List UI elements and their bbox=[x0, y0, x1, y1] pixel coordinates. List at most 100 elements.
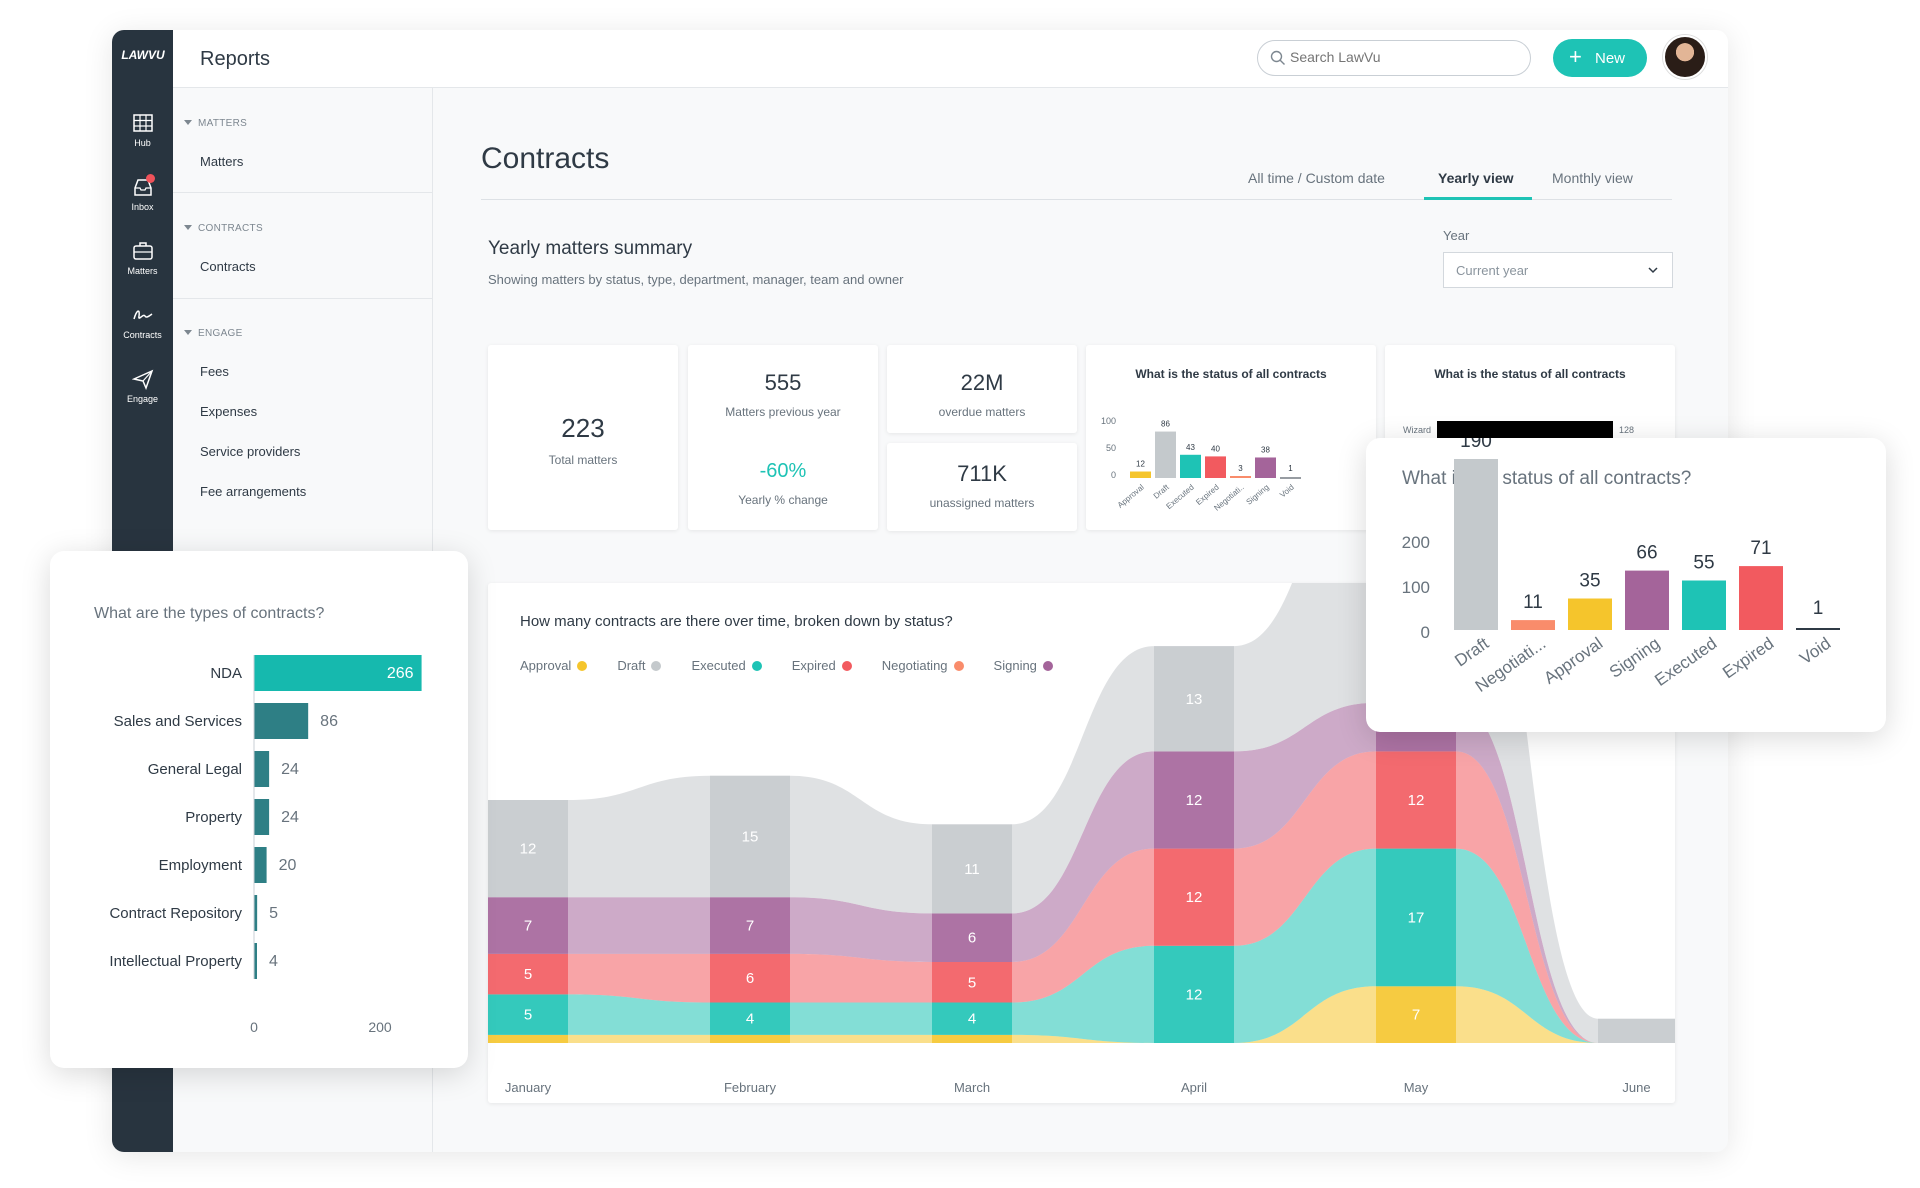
rail-label-engage: Engage bbox=[126, 394, 159, 404]
legend-item[interactable]: Approval bbox=[520, 658, 588, 673]
flow-ribbon bbox=[1456, 702, 1598, 1043]
flow-block bbox=[1376, 986, 1456, 1043]
legend-label: Executed bbox=[691, 658, 746, 673]
status-float-card: What is the status of all contracts? 200… bbox=[1366, 438, 1886, 732]
y-tick-label: 0 bbox=[1421, 623, 1430, 642]
subnav-item-service-providers[interactable]: Service providers bbox=[200, 444, 301, 459]
data-label: 40 bbox=[1211, 444, 1220, 453]
kpi-total-matters: 223 Total matters bbox=[488, 345, 678, 530]
summary-title: Yearly matters summary bbox=[488, 238, 693, 259]
flow-value-label: 12 bbox=[1408, 792, 1425, 809]
flow-value-label: 5 bbox=[524, 1007, 532, 1024]
flow-block bbox=[1154, 848, 1234, 946]
rail-item-matters[interactable]: Matters bbox=[112, 240, 173, 276]
flow-block bbox=[710, 897, 790, 954]
subnav-heading-label: ENGAGE bbox=[198, 328, 243, 339]
types-float-title: What are the types of contracts? bbox=[94, 605, 325, 622]
rail-label-inbox: Inbox bbox=[131, 202, 154, 212]
summary-subtitle: Showing matters by status, type, departm… bbox=[488, 272, 904, 287]
data-label: 20 bbox=[279, 857, 297, 874]
x-tick-label: March bbox=[954, 1080, 990, 1095]
flow-ribbon bbox=[790, 1034, 932, 1043]
data-label: 11 bbox=[1523, 592, 1543, 613]
y-tick-label: 100 bbox=[1402, 578, 1430, 597]
subnav-item-contracts[interactable]: Contracts bbox=[200, 259, 256, 274]
y-tick-label: Wizard bbox=[1403, 425, 1431, 435]
flow-ribbon bbox=[1234, 986, 1376, 1043]
y-tick-label: 0 bbox=[1111, 470, 1116, 480]
new-button[interactable]: + New bbox=[1553, 39, 1647, 77]
bar bbox=[254, 895, 258, 931]
flow-value-label: 5 bbox=[524, 966, 532, 983]
flow-block bbox=[932, 824, 1012, 914]
bar bbox=[1568, 598, 1612, 630]
rail-item-engage[interactable]: Engage bbox=[112, 368, 173, 404]
x-tick-label: 0 bbox=[250, 1019, 258, 1035]
flow-ribbon bbox=[1012, 945, 1154, 1043]
legend-item[interactable]: Draft bbox=[617, 658, 662, 673]
flow-block bbox=[1376, 751, 1456, 849]
flow-block bbox=[1154, 751, 1234, 849]
category-label: NDA bbox=[210, 665, 242, 682]
data-label: 128 bbox=[1619, 425, 1634, 435]
data-label: 266 bbox=[387, 665, 414, 682]
flow-block bbox=[488, 800, 568, 898]
flow-ribbon bbox=[1234, 583, 1376, 752]
flow-ribbon bbox=[568, 953, 710, 1003]
search-box[interactable] bbox=[1257, 40, 1531, 76]
data-label: 3 bbox=[1238, 464, 1243, 473]
subnav-item-fee-arrangements[interactable]: Fee arrangements bbox=[200, 484, 307, 499]
rail-item-contracts[interactable]: Contracts bbox=[112, 304, 173, 340]
flow-value-label: 7 bbox=[524, 918, 532, 935]
legend-item[interactable]: Negotiating bbox=[882, 658, 964, 673]
subnav-item-matters[interactable]: Matters bbox=[200, 154, 244, 169]
kpi-total-value: 223 bbox=[561, 413, 605, 443]
legend-label: Signing bbox=[993, 658, 1037, 673]
wizard-chart: Wizard 128 bbox=[1403, 421, 1634, 439]
flow-value-label: 12 bbox=[1186, 889, 1203, 906]
collapse-caret-icon bbox=[184, 120, 192, 125]
bar bbox=[1180, 454, 1201, 478]
kpi-overdue: 22M overdue matters bbox=[887, 345, 1077, 433]
flow-block bbox=[488, 1034, 568, 1043]
user-avatar[interactable] bbox=[1663, 35, 1707, 79]
tab-monthly-view[interactable]: Monthly view bbox=[1552, 170, 1633, 186]
search-input[interactable] bbox=[1290, 49, 1518, 65]
kpi-previous-label: Matters previous year bbox=[725, 405, 841, 419]
category-label: General Legal bbox=[148, 761, 242, 778]
y-tick-label: 200 bbox=[1402, 533, 1430, 552]
data-label: 24 bbox=[281, 761, 299, 778]
legend-item[interactable]: Executed bbox=[691, 658, 762, 673]
kpi-unassigned: 711K unassigned matters bbox=[887, 443, 1077, 531]
bar bbox=[254, 751, 270, 787]
subnav-heading-engage[interactable]: ENGAGE bbox=[184, 328, 243, 339]
legend-label: Draft bbox=[617, 658, 646, 673]
rail-item-hub[interactable]: Hub bbox=[112, 112, 173, 148]
bar bbox=[254, 943, 257, 979]
tab-all-time[interactable]: All time / Custom date bbox=[1248, 170, 1385, 186]
data-label: 66 bbox=[1636, 543, 1657, 564]
year-select[interactable]: Current year bbox=[1443, 252, 1673, 288]
flow-value-label: 4 bbox=[746, 1011, 754, 1028]
subnav-item-fees[interactable]: Fees bbox=[200, 364, 229, 379]
new-button-label: New bbox=[1595, 50, 1626, 67]
rail-item-inbox[interactable]: Inbox bbox=[112, 174, 173, 212]
tab-yearly-view[interactable]: Yearly view bbox=[1438, 170, 1514, 186]
flow-value-label: 17 bbox=[1408, 909, 1425, 926]
data-label: 24 bbox=[281, 809, 299, 826]
kpi-total-label: Total matters bbox=[548, 453, 618, 467]
bar bbox=[1454, 459, 1498, 630]
flow-ribbon bbox=[1456, 848, 1598, 1043]
subnav-heading-contracts[interactable]: CONTRACTS bbox=[184, 223, 263, 234]
collapse-caret-icon bbox=[184, 330, 192, 335]
page-title: Reports bbox=[200, 48, 271, 70]
inbox-icon bbox=[133, 179, 152, 196]
subnav-item-expenses[interactable]: Expenses bbox=[200, 404, 258, 419]
legend-item[interactable]: Expired bbox=[792, 658, 852, 673]
bar bbox=[254, 799, 270, 835]
data-label: 38 bbox=[1261, 445, 1270, 454]
flow-block bbox=[932, 962, 1012, 1003]
subnav-heading-matters[interactable]: MATTERS bbox=[184, 118, 247, 129]
legend-item[interactable]: Signing bbox=[994, 658, 1053, 673]
bar bbox=[254, 847, 267, 883]
